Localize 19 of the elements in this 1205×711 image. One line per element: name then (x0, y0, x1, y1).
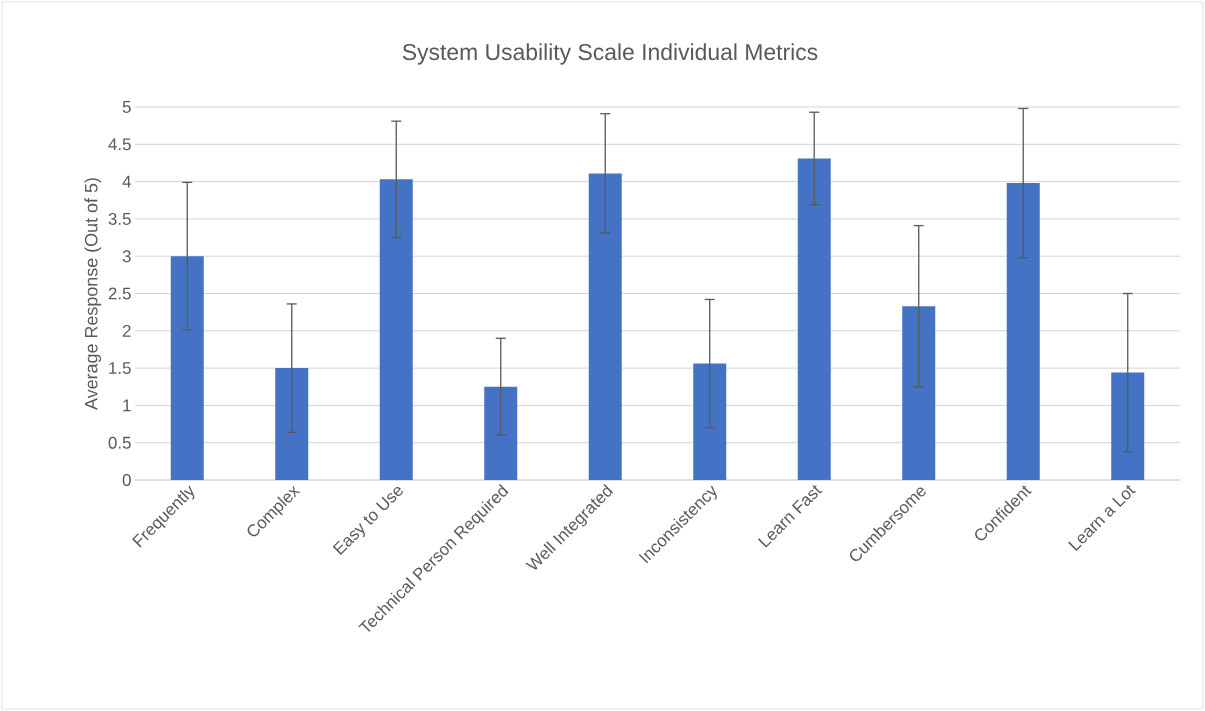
y-tick-label: 1.5 (109, 362, 131, 375)
bar (379, 179, 413, 480)
y-tick-label: 4 (122, 175, 131, 188)
y-tick-label: 3.5 (108, 212, 131, 225)
bar (797, 158, 831, 480)
y-tick-label: 4.5 (108, 138, 131, 151)
y-tick-label: 2 (122, 324, 131, 337)
bar (1006, 183, 1040, 480)
bar (170, 256, 204, 480)
y-tick-label: 3 (122, 250, 131, 263)
y-tick-label: 5 (122, 101, 131, 113)
y-tick-label: 0.5 (108, 436, 131, 449)
chart-title: System Usability Scale Individual Metrics (402, 43, 818, 65)
y-tick-label: 2.5 (108, 287, 131, 300)
y-tick-label: 1 (123, 399, 131, 412)
y-tick-label: 0 (122, 474, 131, 486)
bar (902, 306, 936, 480)
bar (588, 173, 622, 480)
y-axis-title: Average Response (Out of 5) (84, 178, 102, 410)
